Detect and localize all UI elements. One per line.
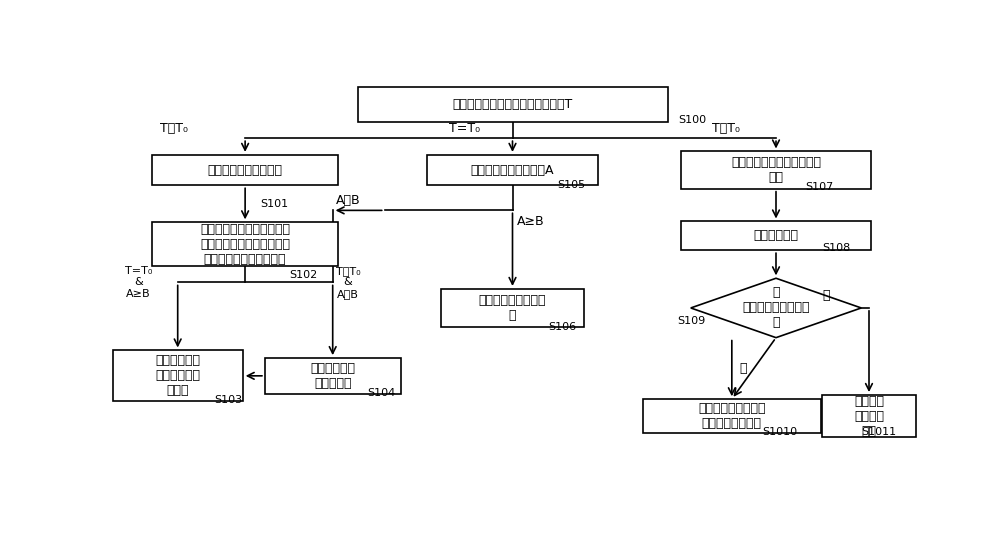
Text: T＜T₀
&
A＜B: T＜T₀ & A＜B [336, 266, 360, 299]
Text: T=T₀
&
A≥B: T=T₀ & A≥B [125, 266, 152, 299]
Text: T=T₀: T=T₀ [449, 122, 480, 135]
FancyBboxPatch shape [643, 399, 821, 433]
Text: S1011: S1011 [861, 427, 896, 437]
Text: S1010: S1010 [762, 427, 797, 437]
FancyBboxPatch shape [265, 358, 401, 393]
Text: 获取当前机组平均负荷A: 获取当前机组平均负荷A [471, 164, 554, 176]
Text: S104: S104 [367, 388, 395, 398]
Polygon shape [691, 278, 861, 338]
FancyBboxPatch shape [822, 395, 916, 437]
Text: S108: S108 [822, 242, 851, 253]
Text: 维持当前
工作参数
运行: 维持当前 工作参数 运行 [854, 395, 884, 437]
Text: 关闭负荷最小
的冷水机组: 关闭负荷最小 的冷水机组 [310, 362, 355, 390]
Text: T＞T₀: T＞T₀ [712, 122, 740, 135]
Text: S103: S103 [214, 396, 242, 406]
FancyBboxPatch shape [152, 222, 338, 266]
Text: S105: S105 [557, 180, 586, 190]
Text: A≥B: A≥B [517, 214, 545, 228]
Text: S107: S107 [805, 182, 834, 192]
Text: S100: S100 [678, 115, 706, 125]
Text: 停止减载并维
持当前工作参
数运行: 停止减载并维 持当前工作参 数运行 [155, 354, 200, 397]
FancyBboxPatch shape [427, 155, 598, 185]
Text: 使压缩机的输出功率提升至
最大: 使压缩机的输出功率提升至 最大 [731, 156, 821, 184]
FancyBboxPatch shape [113, 350, 243, 401]
Text: A＜B: A＜B [336, 194, 360, 207]
Text: S102: S102 [289, 270, 318, 280]
Text: 在制冷工况下，获取当前出水温度T: 在制冷工况下，获取当前出水温度T [452, 98, 573, 111]
Text: 启
动温差是否大于设定
值: 启 动温差是否大于设定 值 [742, 287, 810, 329]
FancyBboxPatch shape [152, 155, 338, 185]
Text: S101: S101 [261, 199, 289, 209]
FancyBboxPatch shape [358, 87, 668, 122]
Text: T＜T₀: T＜T₀ [160, 122, 188, 135]
Text: 计算启动温差: 计算启动温差 [754, 229, 798, 242]
Text: 否: 否 [822, 289, 830, 301]
Text: 是: 是 [740, 362, 747, 375]
Text: S106: S106 [548, 322, 576, 332]
Text: 增加多机组空调系统
的运行机组的数量: 增加多机组空调系统 的运行机组的数量 [698, 402, 766, 430]
FancyBboxPatch shape [681, 222, 871, 250]
Text: S109: S109 [677, 316, 705, 326]
Text: 降低压缩机的输出功率: 降低压缩机的输出功率 [208, 164, 283, 176]
Text: 获取减载过程中的多机组空
调系统的出水温度变化情况
和机组平均负荷变化情况: 获取减载过程中的多机组空 调系统的出水温度变化情况 和机组平均负荷变化情况 [200, 223, 290, 266]
FancyBboxPatch shape [681, 152, 871, 189]
FancyBboxPatch shape [441, 289, 584, 327]
Text: 维持当前工作参数运
行: 维持当前工作参数运 行 [479, 294, 546, 322]
